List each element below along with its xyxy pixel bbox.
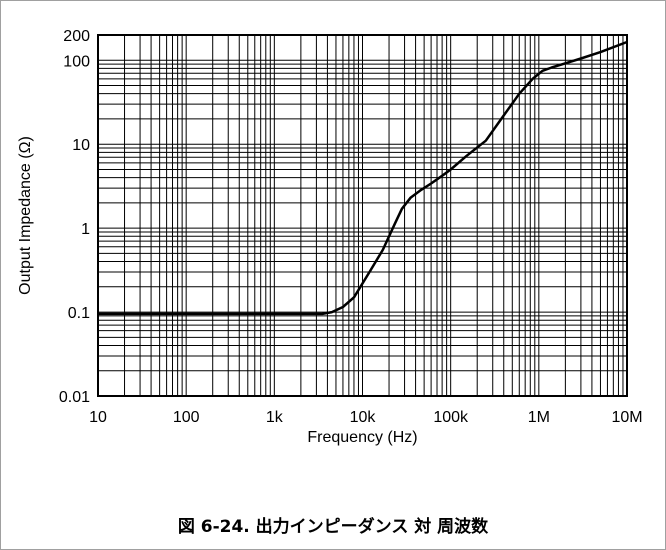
x-tick-label: 10 [89,409,107,426]
y-tick-label: 200 [63,28,90,45]
y-tick-label: 0.1 [68,305,90,322]
x-tick-label: 1k [266,409,284,426]
series-line-output-impedance [98,40,628,316]
x-tick-label: 1M [528,409,550,426]
y-tick-label: 100 [63,53,90,70]
x-axis-label: Frequency (Hz) [307,429,417,446]
grid [97,34,627,397]
x-tick-label: 10M [611,409,642,426]
figure-caption: 図 6-24. 出力インピーダンス 対 周波数 [177,517,489,537]
plot-border [97,34,628,397]
output-impedance-chart: 10 100 1k 10k 100k 1M 10M 0.01 0.1 1 10 100 200 Fre… [17,28,643,446]
y-tick-label: 10 [72,137,90,154]
y-axis-label: Output Impedance (Ω) [17,136,34,295]
x-tick-label: 100k [433,409,469,426]
y-tick-label: 1 [81,221,90,238]
y-tick-labels: 0.01 0.1 1 10 100 200 [59,28,90,406]
y-tick-label: 0.01 [59,389,90,406]
x-tick-label: 10k [350,409,377,426]
x-tick-label: 100 [173,409,200,426]
x-tick-labels: 10 100 1k 10k 100k 1M 10M [89,409,642,426]
